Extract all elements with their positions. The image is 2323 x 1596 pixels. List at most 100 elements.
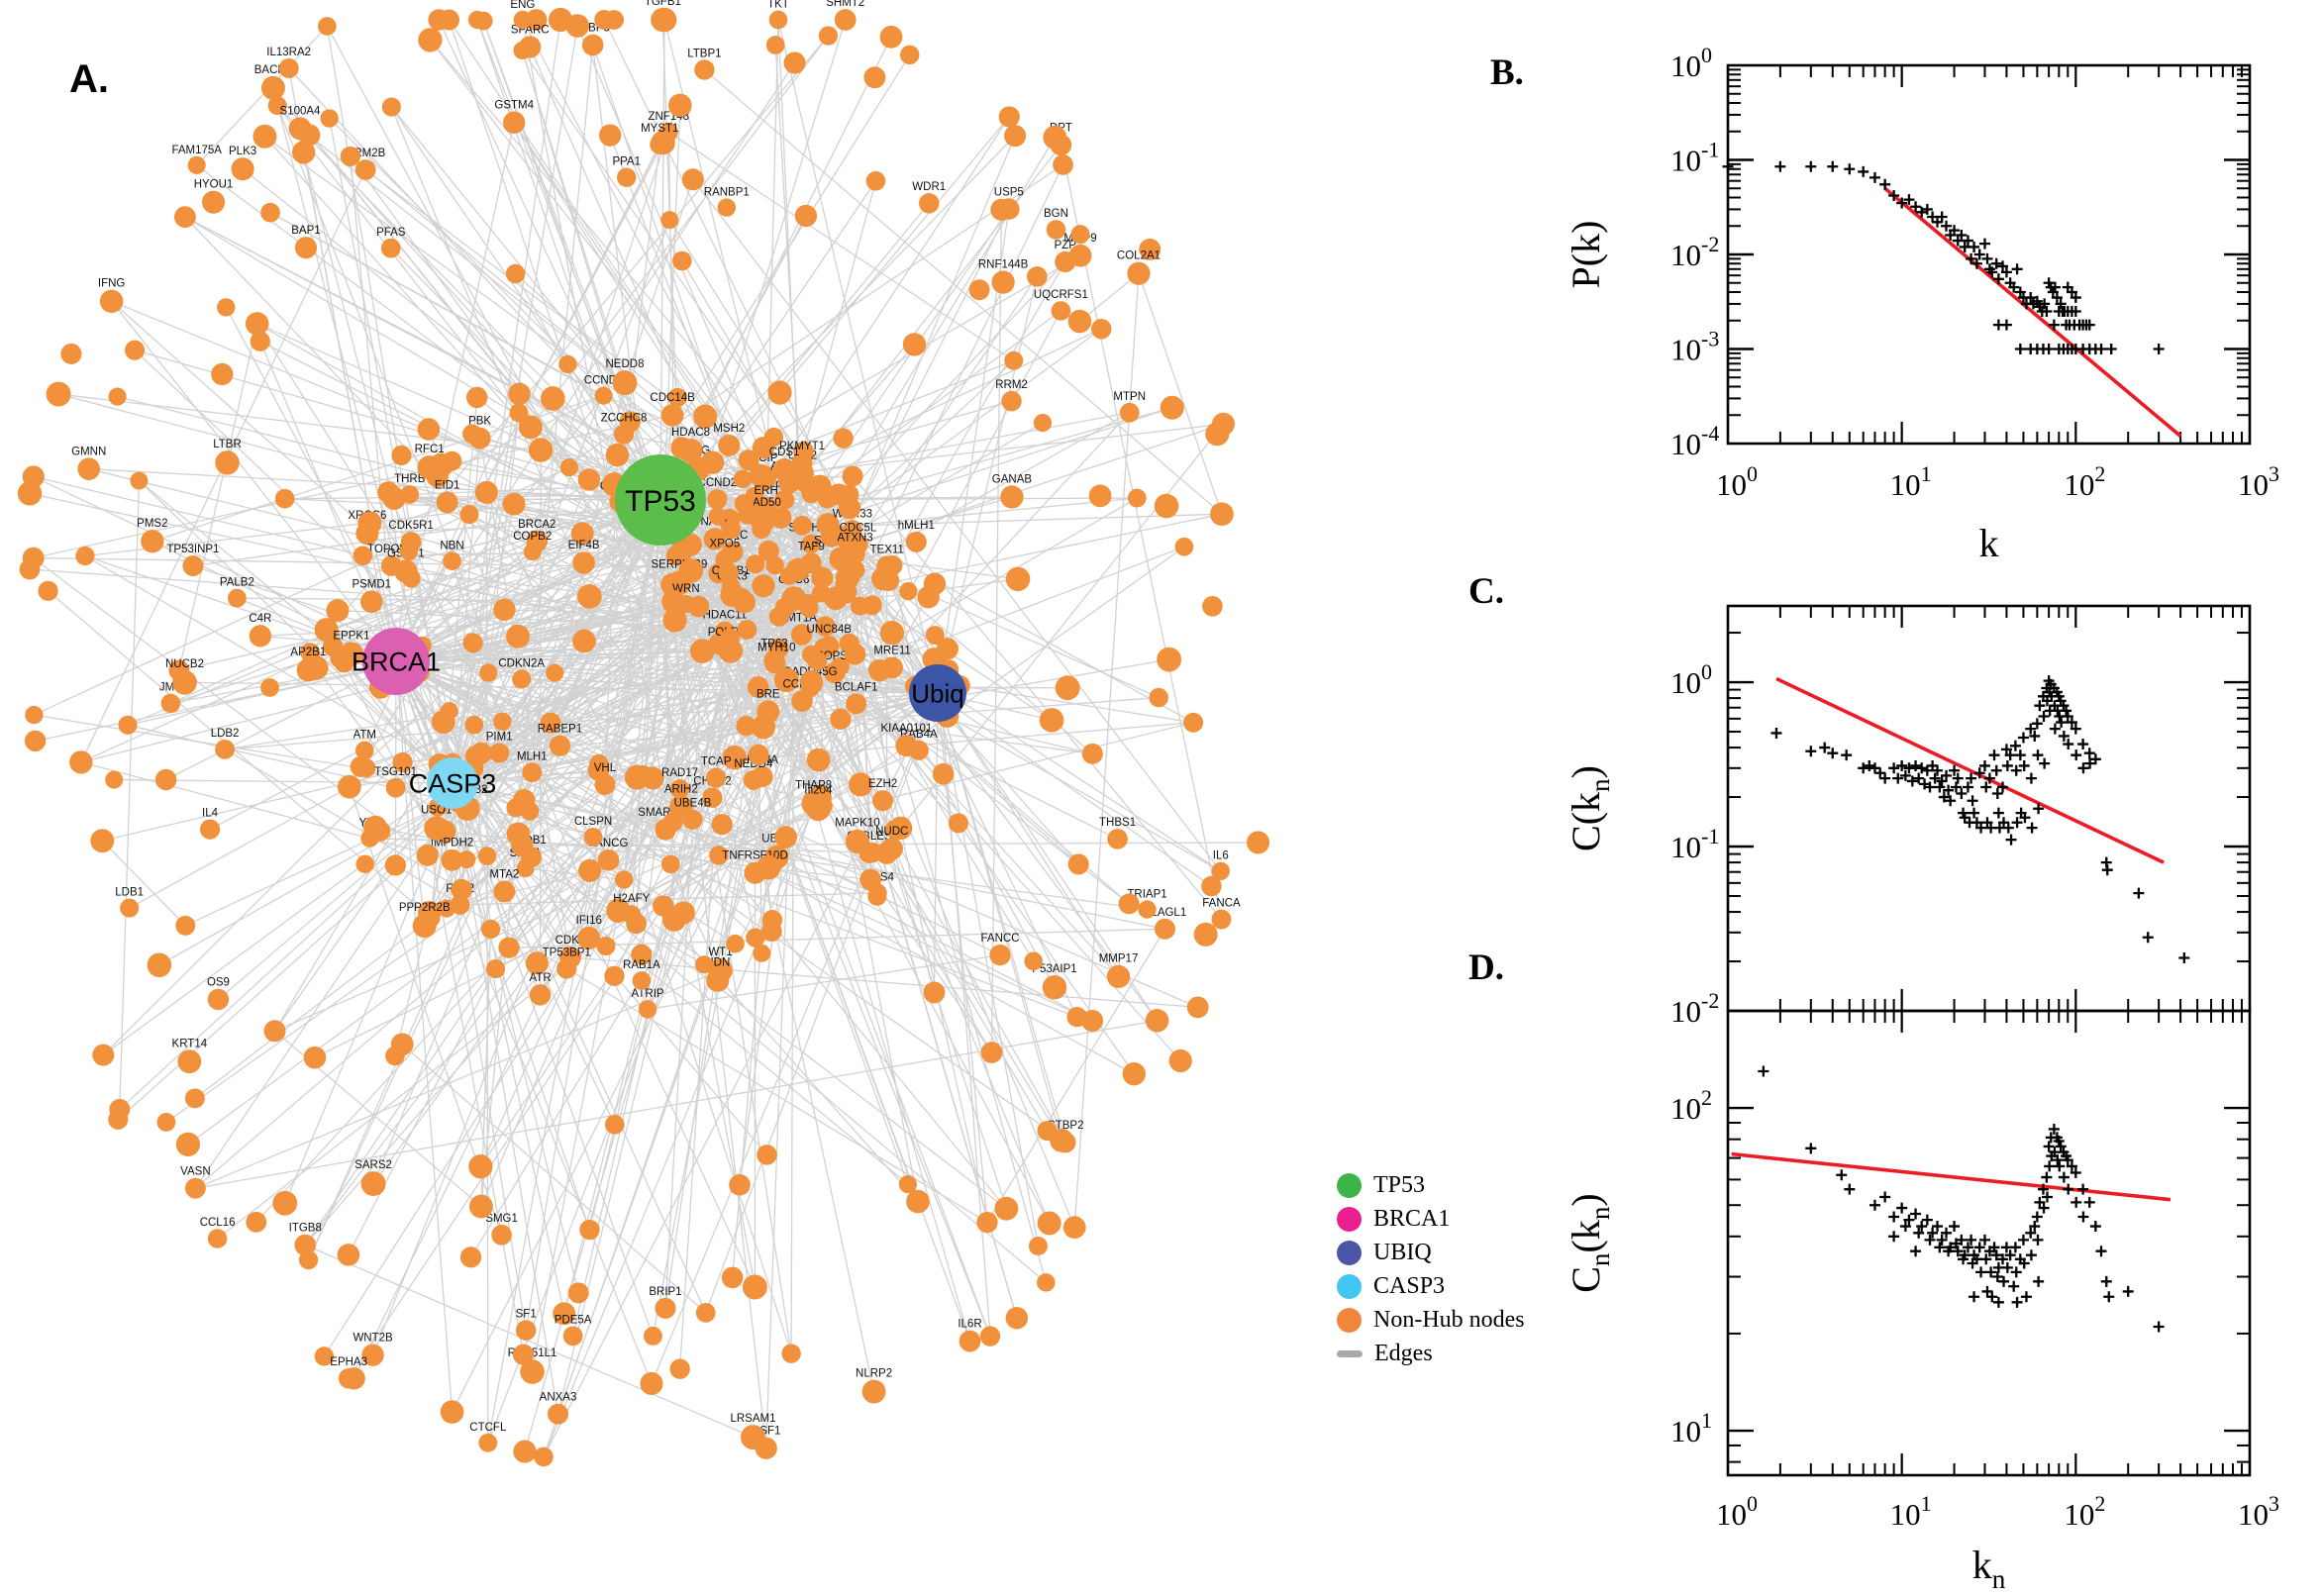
non-hub-node: [548, 1403, 569, 1425]
gene-label: RAB1A: [623, 959, 660, 971]
gene-label: PFAS: [376, 227, 406, 239]
gene-label: MTPN: [1113, 391, 1146, 403]
non-hub-node: [385, 777, 406, 798]
scatter-points-C: [1770, 675, 2190, 964]
non-hub-node: [1001, 390, 1022, 412]
non-hub-node: [774, 489, 795, 510]
plot-frame-B: [1726, 63, 2252, 446]
non-hub-node: [441, 848, 463, 871]
gene-label: GANAB: [992, 473, 1033, 485]
legend-label: Edges: [1374, 1340, 1433, 1366]
non-hub-node: [513, 1440, 537, 1463]
non-hub-node: [1055, 675, 1080, 701]
gene-label: RRM2: [995, 379, 1028, 391]
non-hub-node: [693, 404, 718, 429]
gene-label: ATXN3: [837, 533, 872, 545]
non-hub-node: [520, 1359, 545, 1384]
non-hub-node: [207, 988, 230, 1011]
non-hub-node: [506, 822, 531, 847]
non-hub-node: [553, 1302, 576, 1326]
gene-label: IMPDH2: [431, 838, 473, 849]
non-hub-node: [765, 36, 785, 54]
non-hub-node: [252, 124, 277, 149]
non-hub-node: [245, 312, 269, 336]
non-hub-node: [746, 928, 765, 948]
non-hub-node: [678, 533, 702, 556]
non-hub-node: [457, 850, 476, 869]
axis-tick-label: 10-3: [1670, 327, 1719, 367]
non-hub-node: [660, 854, 680, 874]
gene-label: CDC14B: [650, 392, 695, 404]
non-hub-node: [502, 111, 526, 134]
non-hub-node: [795, 472, 816, 493]
non-hub-node: [416, 844, 439, 866]
non-hub-node: [541, 386, 565, 411]
non-hub-node: [577, 926, 601, 950]
gene-label: WDR1: [912, 181, 946, 193]
non-hub-node: [508, 382, 531, 406]
non-hub-node: [842, 465, 863, 487]
gene-label: EPHA3: [330, 1356, 367, 1368]
legend-label: BRCA1: [1373, 1205, 1451, 1232]
gene-label: PBK: [468, 416, 491, 428]
gene-label: IL4: [202, 808, 219, 820]
gene-label: LTBP1: [687, 48, 721, 59]
legend-item-casp3: CASP3: [1337, 1269, 1574, 1303]
non-hub-node: [318, 17, 337, 36]
non-hub-node: [260, 202, 280, 223]
non-hub-node: [900, 45, 920, 65]
non-hub-node: [187, 155, 206, 174]
non-hub-node: [1154, 918, 1175, 940]
non-hub-node: [1211, 412, 1236, 436]
non-hub-node: [780, 566, 799, 585]
non-hub-node: [1106, 964, 1131, 989]
non-hub-node: [1193, 922, 1218, 947]
non-hub-node: [118, 715, 138, 735]
gene-label: BRE: [757, 688, 780, 700]
gene-label: IL6: [1213, 850, 1229, 862]
non-hub-node: [1211, 861, 1230, 881]
non-hub-node: [1005, 1306, 1029, 1330]
panel-a-label: A.: [69, 57, 109, 101]
non-hub-node: [562, 1326, 583, 1347]
non-hub-node: [767, 380, 792, 405]
non-hub-node: [597, 849, 620, 871]
y-axis-title-C: C(kn): [1564, 765, 1615, 851]
non-hub-node: [604, 965, 625, 986]
non-hub-node: [60, 343, 82, 364]
gene-label: CLSPN: [574, 816, 612, 828]
non-hub-node: [791, 690, 813, 712]
non-hub-node: [357, 511, 382, 536]
non-hub-node: [173, 206, 196, 229]
non-hub-node: [380, 238, 401, 258]
non-hub-node: [217, 298, 236, 317]
non-hub-node: [846, 693, 867, 715]
non-hub-node: [709, 846, 729, 865]
non-hub-node: [888, 816, 913, 841]
non-hub-node: [868, 658, 891, 682]
non-hub-node: [99, 289, 124, 314]
non-hub-node: [1033, 413, 1053, 433]
non-hub-node: [643, 1326, 662, 1346]
non-hub-node: [506, 624, 531, 648]
non-hub-node: [581, 34, 604, 56]
non-hub-node: [707, 489, 728, 510]
plot-frame-D: [1726, 1009, 2252, 1477]
scatter-points-D: [1758, 1065, 2165, 1333]
non-hub-node: [437, 899, 456, 918]
non-hub-node: [998, 106, 1020, 128]
non-hub-node: [340, 146, 360, 167]
non-hub-node: [703, 528, 726, 550]
non-hub-node: [1037, 1211, 1061, 1236]
non-hub-node: [721, 520, 742, 540]
non-hub-node: [558, 354, 577, 374]
gene-label: THBS1: [1099, 817, 1136, 829]
gene-label: HDAC8: [671, 427, 710, 439]
non-hub-node: [752, 436, 775, 459]
non-hub-node: [478, 1433, 498, 1452]
non-hub-node: [756, 854, 781, 880]
gene-label: TKT: [767, 0, 789, 11]
non-hub-node: [572, 551, 595, 574]
legend-label: UBIQ: [1373, 1239, 1432, 1265]
non-hub-node: [783, 51, 806, 74]
